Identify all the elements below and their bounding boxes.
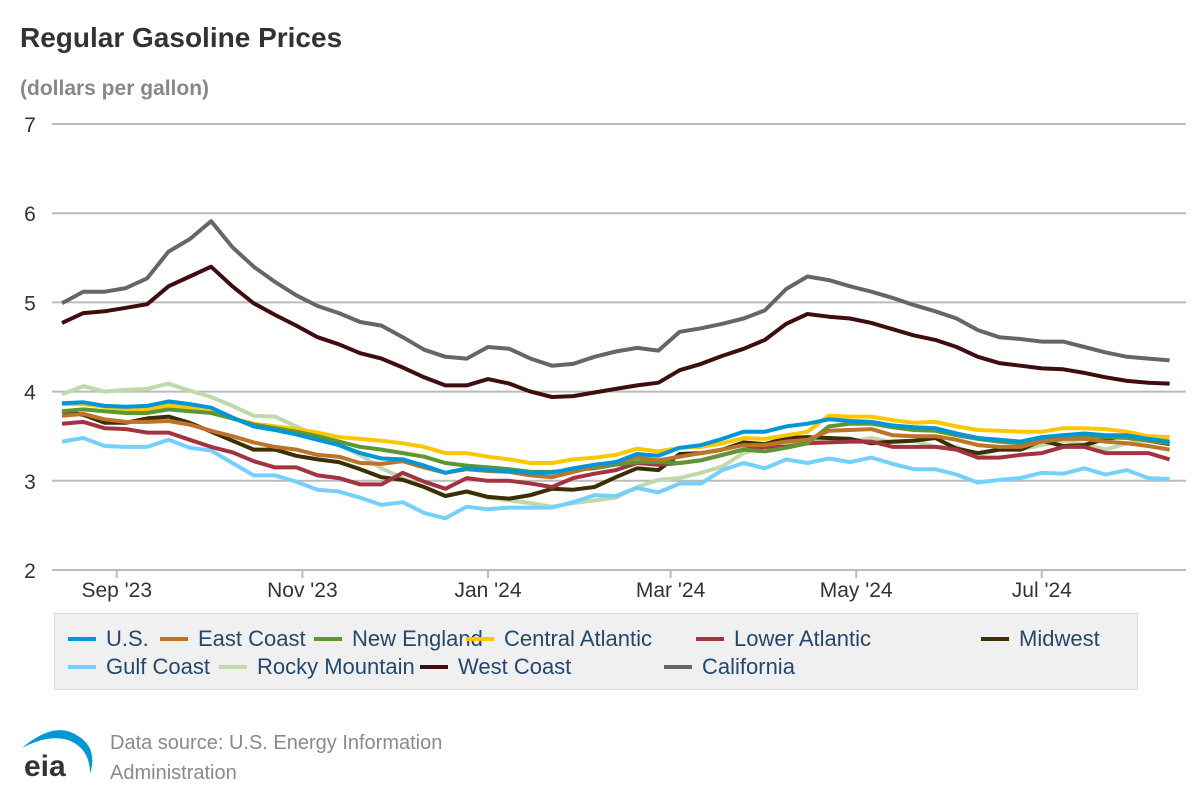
legend-swatch <box>68 637 96 641</box>
series-line-east-coast[interactable] <box>61 411 1170 480</box>
source-line-1: Data source: U.S. Energy Information <box>110 732 443 754</box>
legend-label: East Coast <box>198 626 306 651</box>
x-tick-label: Jul '24 <box>1012 579 1072 602</box>
legend-label: Central Atlantic <box>504 626 652 651</box>
legend-item-gulf-coast[interactable]: Gulf Coast <box>68 654 210 680</box>
series-line-midwest[interactable] <box>61 409 1170 501</box>
legend-swatch <box>160 637 188 641</box>
data-source: Data source: U.S. Energy Information Adm… <box>110 728 510 788</box>
legend-label: California <box>702 654 795 679</box>
legend-item-california[interactable]: California <box>664 654 795 680</box>
legend-swatch <box>696 637 724 641</box>
legend-item-west-coast[interactable]: West Coast <box>420 654 571 680</box>
legend-item-east-coast[interactable]: East Coast <box>160 626 306 652</box>
y-tick-label: 2 <box>24 560 36 583</box>
y-tick-label: 4 <box>24 382 36 405</box>
source-line-2: Administration <box>110 762 237 784</box>
x-tick-label: Mar '24 <box>636 579 706 602</box>
legend-label: West Coast <box>458 654 572 679</box>
y-tick-label: 3 <box>24 471 36 494</box>
eia-logo: eia <box>22 730 93 780</box>
series-line-west-coast[interactable] <box>61 264 1170 399</box>
legend-label: Lower Atlantic <box>734 626 871 651</box>
x-tick-label: Jan '24 <box>454 579 521 602</box>
legend-label: Rocky Mountain <box>257 654 415 679</box>
legend-swatch <box>466 637 494 641</box>
series-line-lower-atlantic[interactable] <box>61 419 1171 491</box>
series-line-u-s[interactable] <box>61 399 1170 475</box>
legend-item-rocky-mountain[interactable]: Rocky Mountain <box>219 654 415 680</box>
legend-swatch <box>219 665 247 669</box>
legend-label: Gulf Coast <box>106 654 210 679</box>
legend-swatch <box>981 637 1009 641</box>
x-tick-label: May '24 <box>820 579 893 602</box>
legend-item-us[interactable]: U.S. <box>68 626 149 652</box>
legend-swatch <box>314 637 342 641</box>
legend-label: New England <box>352 626 483 651</box>
series-line-california[interactable] <box>61 219 1170 368</box>
gridlines <box>52 123 1186 571</box>
series-line-gulf-coast[interactable] <box>61 436 1170 521</box>
x-tick-label: Nov '23 <box>267 579 338 602</box>
legend-item-midwest[interactable]: Midwest <box>981 626 1100 652</box>
y-tick-label: 5 <box>24 292 36 315</box>
svg-text:eia: eia <box>24 750 66 780</box>
legend: U.S. East Coast New England Central Atla… <box>54 613 1138 690</box>
legend-swatch <box>68 665 96 669</box>
chart-subtitle: (dollars per gallon) <box>20 77 210 100</box>
y-tick-label: 7 <box>24 114 36 137</box>
x-tick-label: Sep '23 <box>81 579 152 602</box>
legend-swatch <box>420 665 448 669</box>
legend-item-lower-atlantic[interactable]: Lower Atlantic <box>696 626 871 652</box>
y-axis-ticks: 2 3 4 5 6 7 <box>24 114 36 583</box>
legend-label: U.S. <box>106 626 149 651</box>
chart-title: Regular Gasoline Prices <box>20 22 343 53</box>
legend-swatch <box>664 665 692 669</box>
series-lines <box>61 219 1171 521</box>
y-tick-label: 6 <box>24 203 36 226</box>
legend-item-central-atlantic[interactable]: Central Atlantic <box>466 626 652 652</box>
legend-label: Midwest <box>1019 626 1100 651</box>
x-axis-ticks: Sep '23 Nov '23 Jan '24 Mar '24 May '24 Jul '… <box>81 570 1072 602</box>
legend-item-new-england[interactable]: New England <box>314 626 483 652</box>
